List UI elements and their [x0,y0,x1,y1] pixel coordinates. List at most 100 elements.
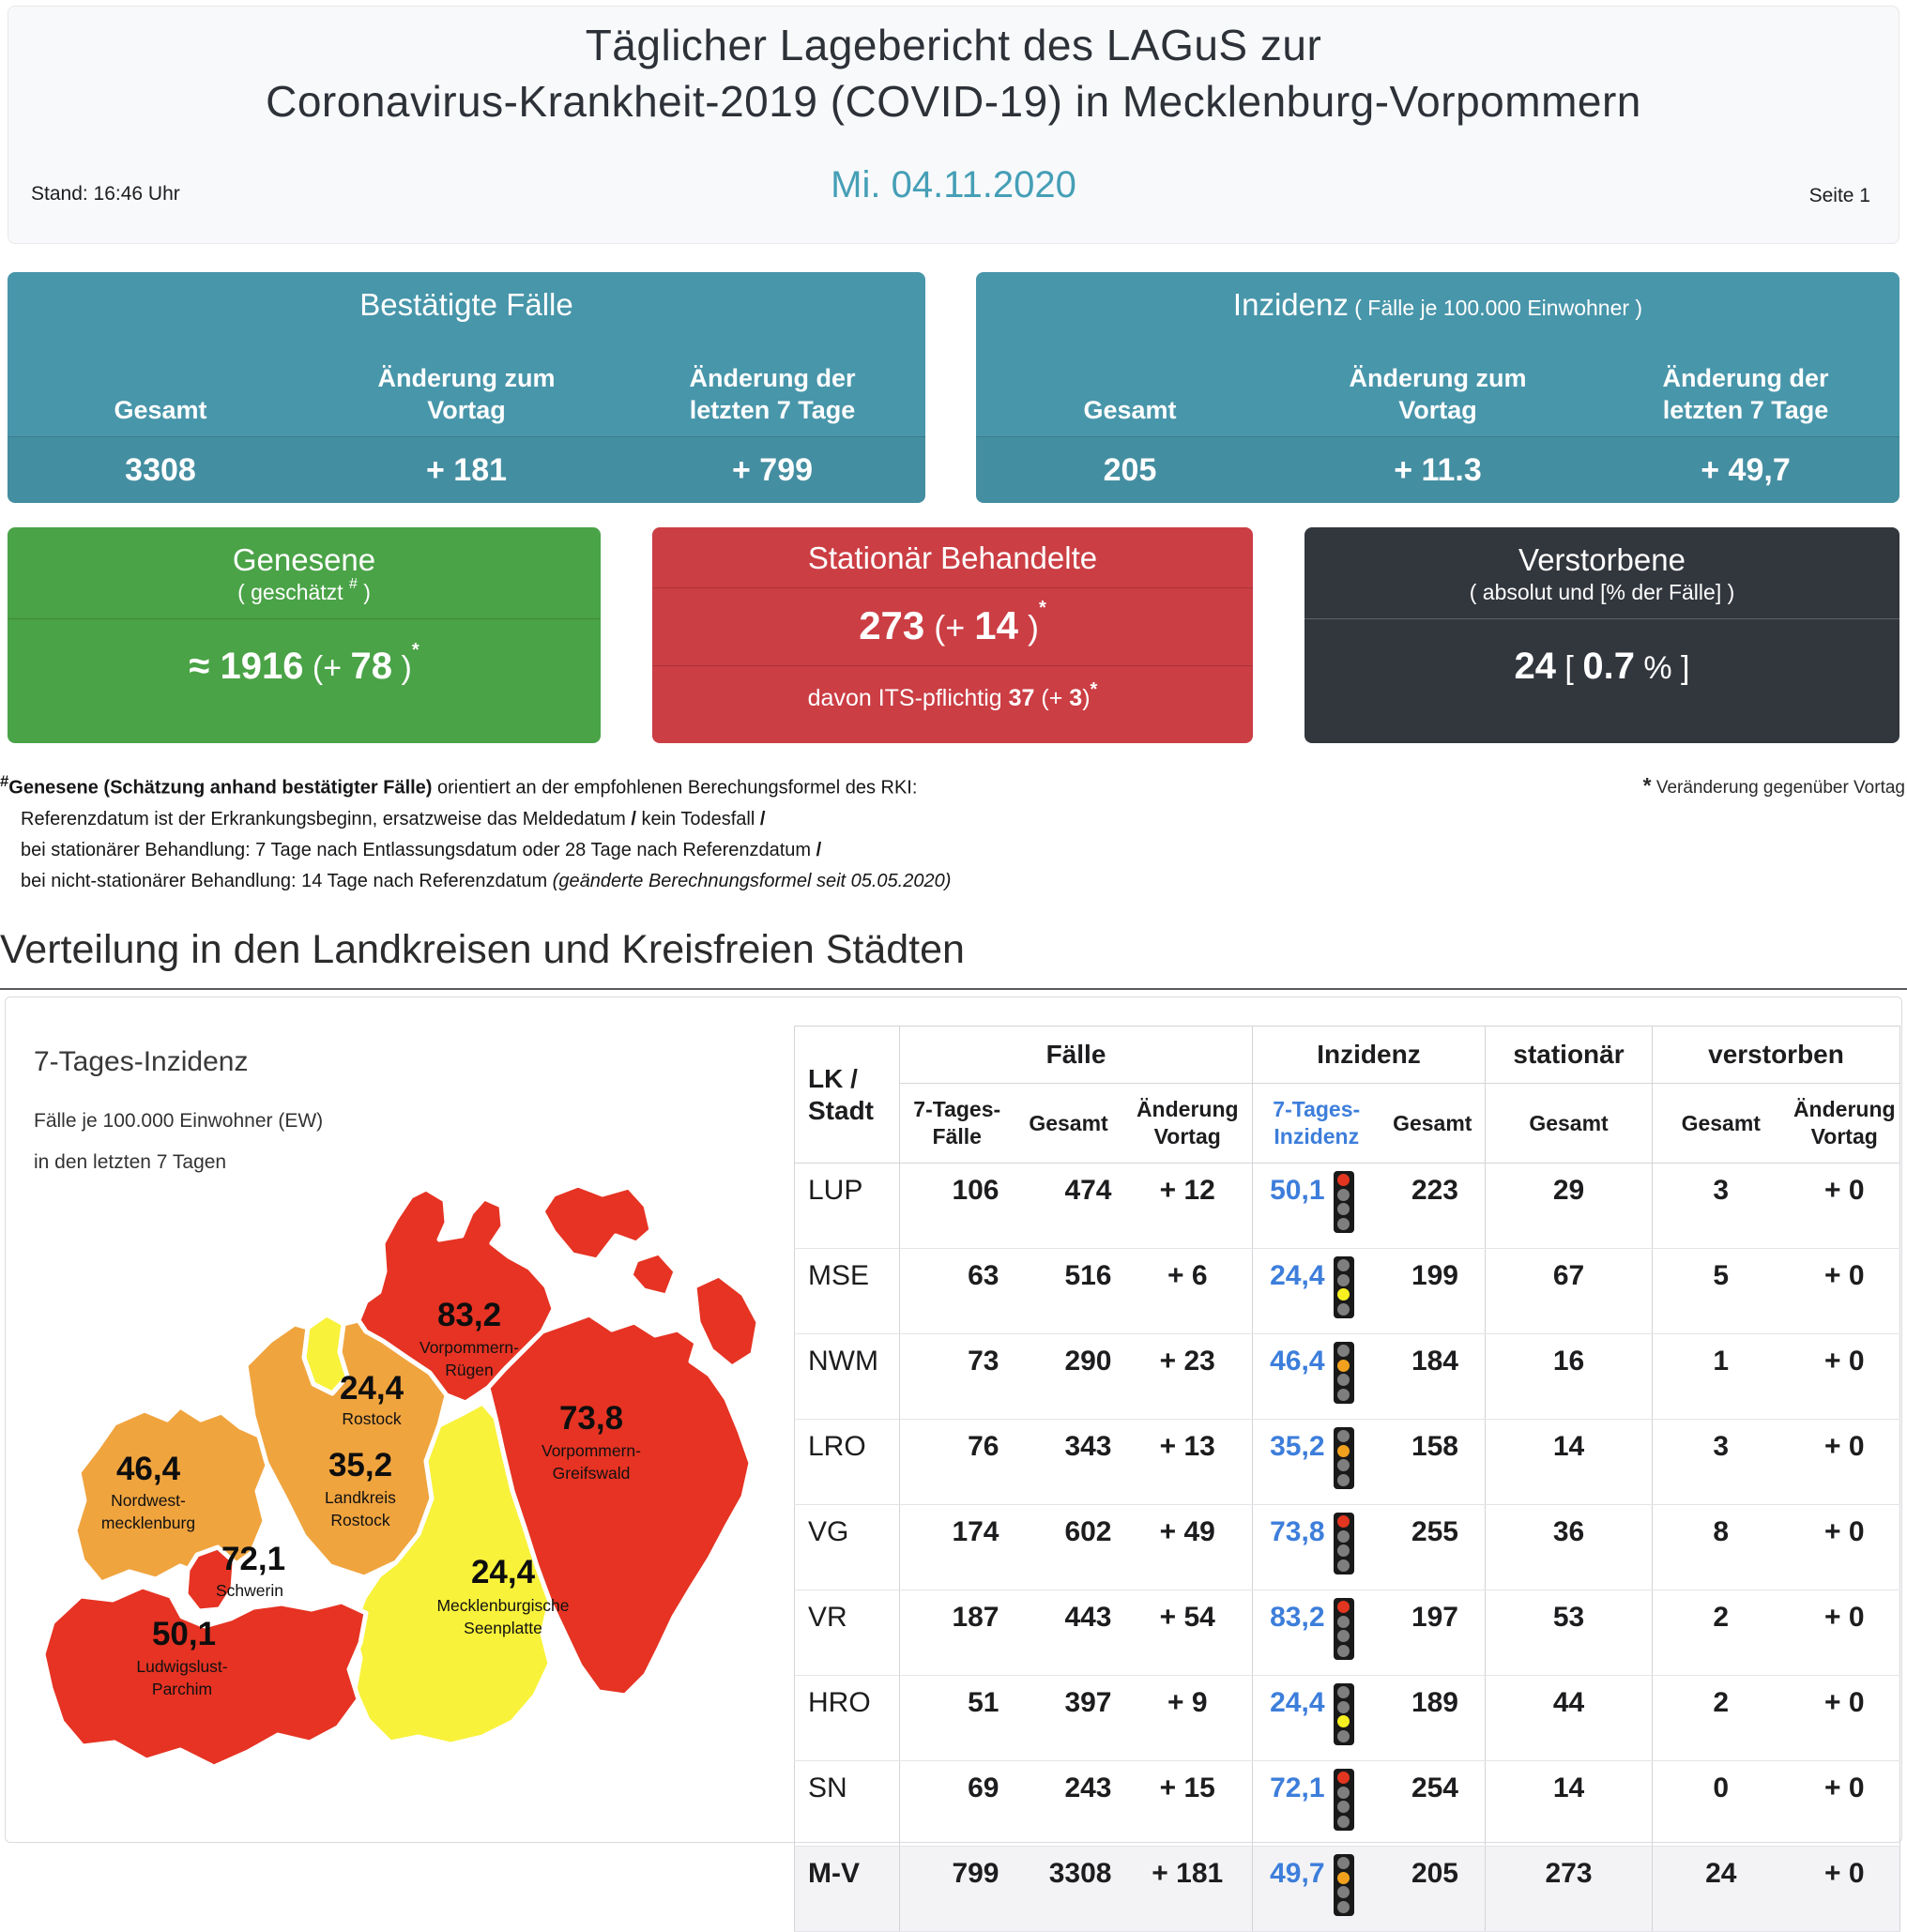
footnote-line3: bei stationärer Behandlung: 7 Tage nach … [0,835,1107,866]
table-subheader-7day-incidence: 7-Tages- Inzidenz [1252,1083,1381,1164]
cell-dead-delta: + 0 [1789,1333,1900,1420]
map-region-value: 35,2 [328,1447,392,1483]
traffic-light-icon [1333,1854,1354,1916]
incidence-cell-wrap: 35,2 [1253,1427,1381,1489]
cell-hospital-total: 29 [1485,1163,1653,1249]
cell-total-incidence: 184 [1380,1333,1486,1420]
hospitalized-paren-close: ) [1018,608,1039,647]
section-title: Verteilung in den Landkreisen und Kreisf… [0,927,965,972]
footnote-line4: bei nicht-stationärer Behandlung: 14 Tag… [0,866,1107,897]
cell-cases-delta: + 9 [1122,1675,1253,1761]
recovered-value: ≈ 1916 (+ 78 )* [8,640,601,688]
footnote-line1-bold: Genesene (Schätzung anhand bestätigter F… [8,777,433,799]
traffic-light-lamp-off [1337,1218,1350,1231]
footnote-line1: #Genesene (Schätzung anhand bestätigter … [0,766,1107,804]
cell-district-code: LRO [794,1419,900,1505]
table-header-district: LK / Stadt [794,1026,900,1164]
star-footnote-text: Veränderung gegenüber Vortag [1651,778,1905,798]
confirmed-card-headers: Gesamt Änderung zum Vortag Änderung der … [8,332,925,437]
cell-7day-cases: 73 [899,1333,1015,1420]
deceased-subtitle: ( absolut und [% der Fälle] ) [1469,580,1735,604]
cell-hospital-total: 16 [1485,1333,1653,1420]
column-header: Änderung der letzten 7 Tage [689,364,856,424]
cell-hospital-total: 53 [1485,1590,1653,1676]
cell-7day-incidence: 24,4 [1252,1675,1381,1761]
confirmed-delta-day: + 181 [425,451,508,488]
incidence-7day-value: 50,1 [1270,1175,1325,1206]
traffic-light-lamp-off [1337,1459,1350,1472]
traffic-light-icon [1333,1171,1354,1233]
map-region-value: 50,1 [152,1616,216,1652]
cell-hospital-total: 36 [1485,1504,1653,1590]
cell-7day-cases: 51 [899,1675,1015,1761]
cell-7day-cases: 799 [899,1846,1015,1932]
footnote-slash: / [631,808,636,829]
footnote-slash: / [816,839,822,860]
map-region-vr-ruegen [540,1182,654,1263]
incidence-cell-wrap: 72,1 [1253,1769,1381,1831]
cell-cases-delta: + 23 [1122,1333,1253,1420]
cell-cases-delta: + 13 [1122,1419,1253,1505]
incidence-7day-value: 49,7 [1270,1858,1325,1889]
cell-district-code: HRO [794,1675,900,1761]
footnote-line3-a: bei stationärer Behandlung: 7 Tage nach … [21,839,816,860]
cell-total-incidence: 158 [1380,1419,1486,1505]
incidence-card-headers: Gesamt Änderung zum Vortag Änderung der … [976,332,1899,437]
cell-7day-incidence: 46,4 [1252,1333,1381,1420]
table-row: LRO 76 343 + 13 35,2 158 14 3 + 0 [794,1419,1900,1505]
confirmed-total: 3308 [125,451,196,488]
footnote-line2-a: Referenzdatum ist der Erkrankungsbeginn,… [21,808,632,829]
map-region-name: Rostock [342,1409,401,1428]
cell-7day-cases: 69 [899,1760,1015,1847]
map-region-name: Greifswald [553,1464,631,1483]
cell-cases-delta: + 181 [1122,1846,1253,1932]
traffic-light-lamp-off [1337,1203,1350,1216]
star-footnote-marker: * [1090,679,1098,700]
cell-district-code: VR [794,1590,900,1676]
traffic-light-lamp-off [1337,1529,1350,1543]
card-divider [8,618,601,619]
table-group-incidence: Inzidenz [1252,1026,1486,1084]
table-group-deceased: verstorben [1652,1026,1900,1084]
incidence-cell-wrap: 50,1 [1253,1171,1381,1233]
incidence-title-note: ( Fälle je 100.000 Einwohner ) [1348,296,1643,320]
map-region-name: Seenplatte [464,1619,542,1637]
hospitalized-delta: 14 [974,603,1018,647]
table-subheader-total-cases: Gesamt [1014,1083,1123,1164]
table-subheader-delta-cases: Änderung Vortag [1122,1083,1253,1164]
cell-7day-cases: 76 [899,1419,1015,1505]
methodology-footnote: #Genesene (Schätzung anhand bestätigter … [0,766,1107,897]
cell-7day-incidence: 73,8 [1252,1504,1381,1590]
map-region-value: 24,4 [471,1554,536,1590]
table-row: LUP 106 474 + 12 50,1 223 29 3 + 0 [794,1163,1900,1249]
incidence-7day-value: 24,4 [1270,1687,1325,1718]
card-divider [1304,618,1899,619]
map-region-value: 24,4 [340,1370,404,1407]
incidence-cell-wrap: 49,7 [1253,1854,1381,1916]
cell-total-cases: 3308 [1014,1846,1123,1932]
footnote-line4-a: bei nicht-stationärer Behandlung: 14 Tag… [21,870,553,891]
cell-cases-delta: + 15 [1122,1760,1253,1847]
cell-hospital-total: 273 [1485,1846,1653,1932]
incidence-delta-day: + 11.3 [1394,451,1482,488]
cell-7day-cases: 63 [899,1248,1015,1334]
traffic-light-lamp-red [1337,1173,1350,1186]
cell-7day-incidence: 24,4 [1252,1248,1381,1334]
cell-total-cases: 243 [1014,1760,1123,1847]
map-region-vr-island [628,1250,679,1299]
deceased-value: 24 [ 0.7 % ] [1304,646,1899,688]
icu-line: davon ITS-pflichtig 37 (+ 3)* [652,679,1253,712]
traffic-light-lamp-off [1337,1544,1350,1558]
traffic-light-lamp-off [1337,1886,1350,1899]
icu-paren-close: ) [1082,685,1091,711]
map-region-lup [40,1584,369,1770]
star-footnote: * Veränderung gegenüber Vortag [1643,773,1905,799]
cell-cases-delta: + 54 [1122,1590,1253,1676]
cell-district-code: NWM [794,1333,900,1420]
cell-dead-total: 0 [1652,1760,1790,1847]
traffic-light-lamp-off [1337,1429,1350,1442]
districts-panel: 7-Tages-Inzidenz Fälle je 100.000 Einwoh… [5,996,1902,1932]
confirmed-delta-week: + 799 [731,451,814,488]
cell-total-incidence: 254 [1380,1760,1486,1847]
map-region-vr [356,1186,557,1406]
